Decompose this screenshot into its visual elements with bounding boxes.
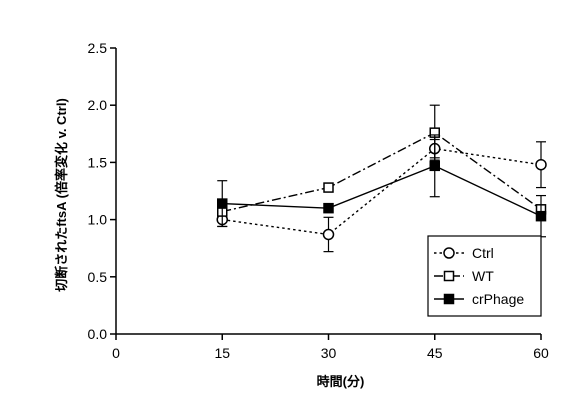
series-WT: [218, 105, 546, 216]
x-tick-label: 0: [112, 345, 120, 361]
x-tick-label: 30: [321, 345, 337, 361]
data-point: [324, 229, 334, 239]
y-tick-label: 0.0: [88, 326, 108, 342]
legend-marker: [445, 272, 454, 281]
data-point: [218, 199, 227, 208]
data-point: [324, 183, 333, 192]
legend-marker: [444, 248, 454, 258]
series-crPhage: [217, 135, 546, 237]
data-point: [537, 212, 546, 221]
series-line: [222, 149, 541, 235]
data-point: [536, 160, 546, 170]
data-point: [324, 204, 333, 213]
legend-label: WT: [472, 268, 494, 284]
series-line: [222, 133, 541, 212]
legend-marker: [445, 295, 454, 304]
y-tick-label: 0.5: [88, 269, 108, 285]
y-tick-label: 2.0: [88, 97, 108, 113]
y-axis-title: 切断されたftsA (倍率変化 v. Ctrl): [54, 98, 69, 292]
legend-label: crPhage: [472, 291, 524, 307]
y-tick-label: 1.5: [88, 154, 108, 170]
series-line: [222, 166, 541, 216]
x-tick-label: 15: [214, 345, 230, 361]
data-point: [430, 161, 439, 170]
x-tick-label: 60: [533, 345, 549, 361]
legend: Ctrl WT crPhage: [428, 236, 541, 316]
x-axis-title: 時間(分): [317, 374, 365, 389]
y-tick-label: 2.5: [88, 40, 108, 56]
legend-label: Ctrl: [472, 245, 494, 261]
series-group: [217, 105, 546, 251]
y-tick-label: 1.0: [88, 212, 108, 228]
x-tick-label: 45: [427, 345, 443, 361]
